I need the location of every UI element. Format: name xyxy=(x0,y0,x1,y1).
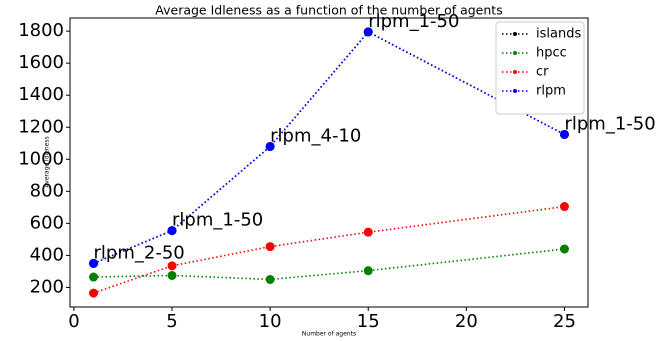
data-point xyxy=(265,242,275,252)
annotation: rlpm_1-50 xyxy=(368,11,459,32)
data-point xyxy=(559,244,569,254)
data-point xyxy=(89,258,99,268)
annotation: rlpm_1-50 xyxy=(564,113,655,134)
x-tick-label: 15 xyxy=(357,311,380,332)
legend-marker xyxy=(513,70,517,74)
x-tick-label: 0 xyxy=(68,311,79,332)
legend-label: rlpm xyxy=(536,84,566,99)
legend-label: hpcc xyxy=(536,46,567,61)
data-point xyxy=(89,288,99,298)
y-tick-label: 1600 xyxy=(18,52,64,73)
annotation: rlpm_2-50 xyxy=(94,242,185,263)
y-tick-label: 1000 xyxy=(18,148,64,169)
data-point xyxy=(559,202,569,212)
x-tick-label: 5 xyxy=(166,311,177,332)
data-point xyxy=(363,227,373,237)
y-axis-label: Average Idleness xyxy=(44,136,51,187)
plot-frame xyxy=(69,17,589,308)
y-tick-label: 600 xyxy=(30,212,64,233)
data-point xyxy=(265,274,275,284)
y-tick-label: 200 xyxy=(30,276,64,297)
y-tick-label: 400 xyxy=(30,244,64,265)
x-tick-label: 25 xyxy=(553,311,576,332)
annotation: rlpm_4-10 xyxy=(270,125,361,146)
legend-label: cr xyxy=(536,65,549,80)
data-point xyxy=(167,270,177,280)
y-tick-label: 1200 xyxy=(18,116,64,137)
x-axis-label: Number of agents xyxy=(302,331,356,338)
y-tick-label: 1800 xyxy=(18,20,64,41)
annotation: rlpm_1-50 xyxy=(172,210,263,231)
series-line xyxy=(93,30,565,265)
data-point xyxy=(167,226,177,236)
y-tick-label: 800 xyxy=(30,180,64,201)
x-tick-label: 20 xyxy=(455,311,478,332)
legend-marker xyxy=(513,51,517,55)
x-tick-label: 10 xyxy=(259,311,282,332)
data-point xyxy=(363,27,373,37)
legend-label: islands xyxy=(536,27,581,42)
data-point xyxy=(89,272,99,282)
data-point xyxy=(167,261,177,271)
chart-title: Average Idleness as a function of the nu… xyxy=(155,3,502,18)
data-point xyxy=(559,129,569,139)
data-point xyxy=(265,141,275,151)
legend-marker xyxy=(513,89,517,93)
legend-marker xyxy=(513,32,517,36)
y-tick-label: 1400 xyxy=(18,84,64,105)
series-line xyxy=(93,30,565,265)
series-line xyxy=(93,205,565,294)
data-point xyxy=(363,266,373,276)
